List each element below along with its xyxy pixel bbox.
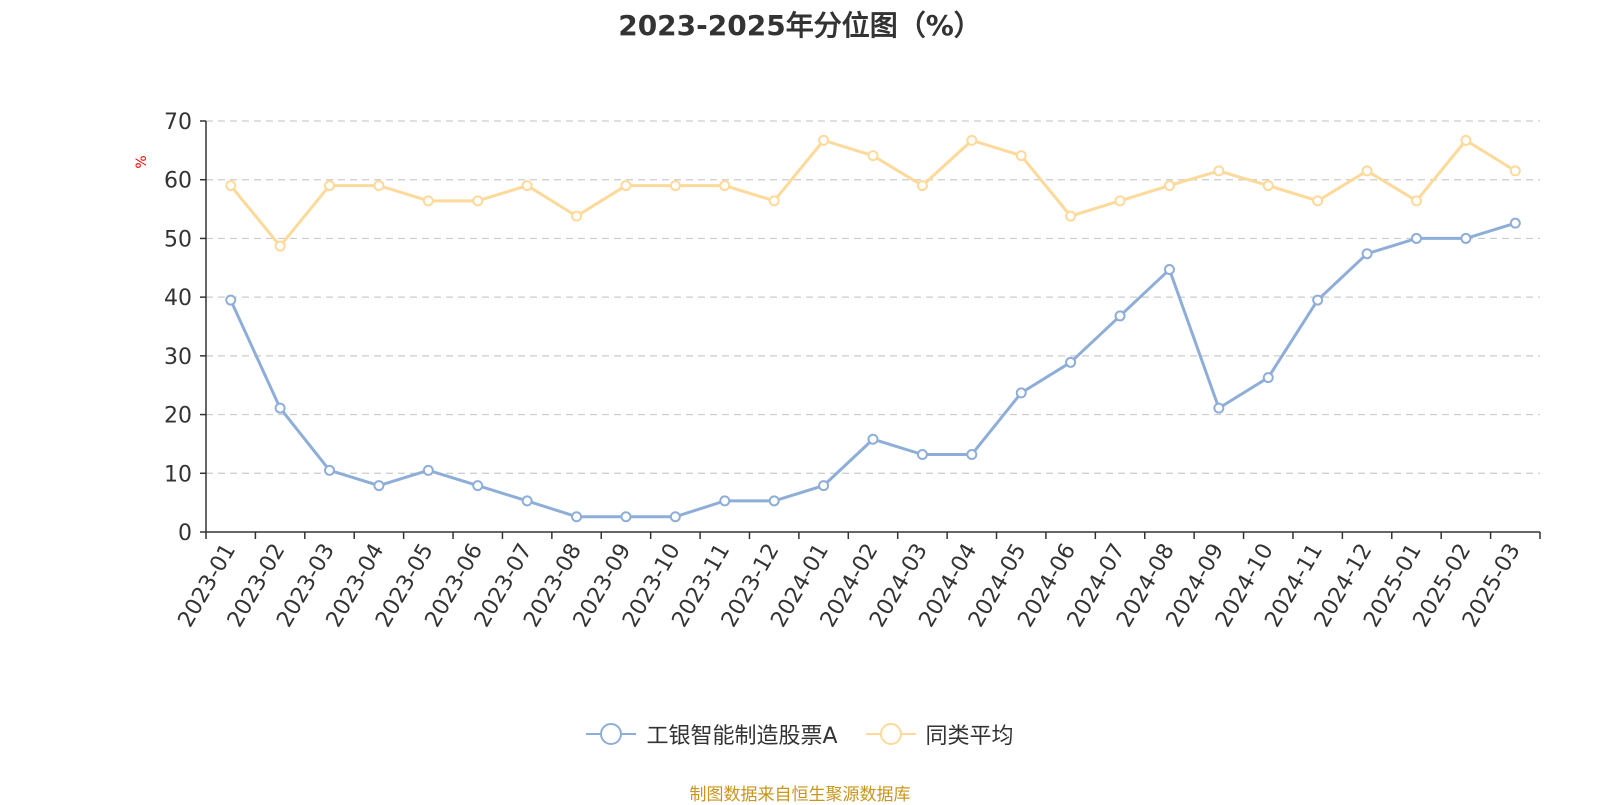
y-tick-label: 60 (164, 169, 192, 194)
data-point-0-7 (571, 511, 583, 523)
data-point-0-8 (620, 511, 632, 523)
data-point-1-8 (620, 180, 632, 192)
data-point-0-20 (1213, 402, 1225, 414)
line-chart: 0102030405060702023-012023-022023-032023… (134, 110, 1541, 632)
legend-label-fund: 工银智能制造股票A (646, 724, 838, 749)
data-point-1-0 (225, 180, 237, 192)
data-point-1-22 (1312, 195, 1324, 207)
data-point-1-16 (1015, 150, 1027, 162)
grid-layer (206, 120, 1540, 474)
data-point-0-14 (916, 448, 928, 460)
source-note: 制图数据来自恒生聚源数据库 (689, 785, 911, 805)
data-point-0-1 (274, 402, 286, 414)
data-point-0-16 (1015, 387, 1027, 399)
data-point-1-23 (1361, 165, 1373, 177)
data-point-0-11 (768, 495, 780, 507)
chart-title: 2023-2025年分位图（%） (618, 9, 982, 42)
legend-label-average: 同类平均 (925, 724, 1014, 749)
data-point-1-11 (768, 195, 780, 207)
legend: 工银智能制造股票A 同类平均 (0, 718, 1600, 750)
data-point-1-20 (1213, 165, 1225, 177)
data-point-0-0 (225, 294, 237, 306)
data-point-1-25 (1460, 134, 1472, 146)
data-point-0-19 (1163, 264, 1175, 276)
data-point-0-4 (422, 464, 434, 476)
y-tick-label: 10 (164, 462, 192, 487)
data-point-1-7 (571, 210, 583, 222)
data-point-1-24 (1410, 195, 1422, 207)
data-point-0-15 (966, 448, 978, 460)
data-point-0-5 (472, 480, 484, 492)
data-point-1-10 (719, 180, 731, 192)
data-point-1-3 (373, 180, 385, 192)
data-point-1-19 (1163, 180, 1175, 192)
data-point-1-6 (521, 180, 533, 192)
data-point-0-17 (1065, 356, 1077, 368)
data-point-1-5 (472, 195, 484, 207)
data-point-1-18 (1114, 195, 1126, 207)
data-point-0-25 (1460, 232, 1472, 244)
data-point-1-9 (669, 180, 681, 192)
data-point-1-13 (867, 150, 879, 162)
data-point-0-2 (324, 464, 336, 476)
data-point-1-4 (422, 195, 434, 207)
data-point-0-6 (521, 495, 533, 507)
data-point-1-26 (1509, 165, 1521, 177)
data-point-1-12 (818, 134, 830, 146)
data-point-0-22 (1312, 294, 1324, 306)
y-tick-label: 70 (164, 110, 192, 135)
legend-swatch-average (865, 723, 916, 745)
data-point-1-15 (966, 134, 978, 146)
data-point-1-1 (274, 240, 286, 252)
legend-swatch-fund (586, 723, 637, 745)
data-point-0-12 (818, 480, 830, 492)
data-point-0-3 (373, 480, 385, 492)
data-point-0-23 (1361, 248, 1373, 260)
y-tick-label: 0 (178, 521, 192, 546)
y-axis-label: % (134, 155, 150, 168)
data-point-1-14 (916, 180, 928, 192)
data-point-0-26 (1509, 217, 1521, 229)
data-point-0-21 (1262, 372, 1274, 384)
data-point-0-13 (867, 433, 879, 445)
data-point-1-2 (324, 180, 336, 192)
legend-item-average[interactable]: 同类平均 (865, 718, 1014, 750)
y-tick-label: 50 (164, 227, 192, 252)
data-point-1-21 (1262, 180, 1274, 192)
y-tick-label: 40 (164, 286, 192, 311)
y-tick-label: 30 (164, 345, 192, 370)
data-point-0-18 (1114, 310, 1126, 322)
data-point-1-17 (1065, 210, 1077, 222)
series-layer (225, 134, 1521, 523)
data-point-0-24 (1410, 232, 1422, 244)
legend-item-fund[interactable]: 工银智能制造股票A (586, 718, 838, 750)
y-tick-label: 20 (164, 404, 192, 429)
axis-layer: 0102030405060702023-012023-022023-032023… (164, 110, 1541, 632)
data-point-0-10 (719, 495, 731, 507)
data-point-0-9 (669, 511, 681, 523)
